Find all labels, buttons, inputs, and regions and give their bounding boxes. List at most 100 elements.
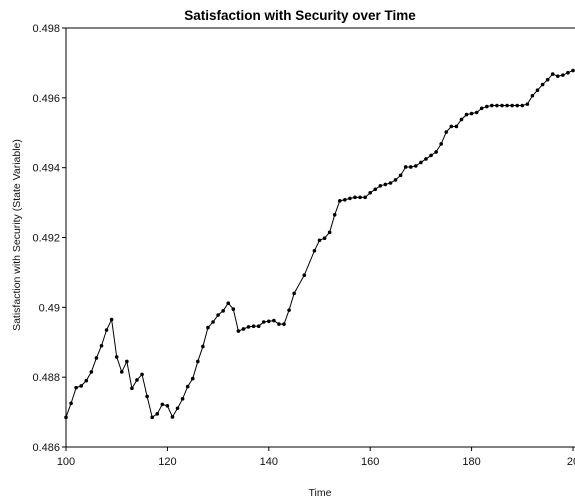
data-point bbox=[150, 415, 154, 420]
data-point bbox=[140, 372, 144, 377]
x-tick-label: 160 bbox=[361, 456, 379, 468]
data-point bbox=[69, 401, 73, 406]
y-tick-label: 0.496 bbox=[32, 93, 60, 105]
data-point bbox=[79, 384, 84, 388]
data-point bbox=[99, 343, 104, 348]
data-point bbox=[571, 68, 575, 73]
data-point bbox=[419, 160, 423, 165]
data-point bbox=[424, 157, 428, 161]
x-tick-label: 120 bbox=[158, 456, 176, 468]
data-point bbox=[64, 415, 68, 420]
data-point bbox=[500, 103, 504, 108]
y-axis: 0.486 0.488 0.49 0.492 0.494 0.496 0.498 bbox=[32, 23, 66, 454]
data-point bbox=[510, 103, 514, 108]
data-point bbox=[429, 153, 433, 158]
chart-title: Satisfaction with Security over Time bbox=[184, 8, 416, 23]
data-point bbox=[196, 359, 200, 364]
data-point bbox=[454, 124, 459, 129]
data-point bbox=[125, 359, 129, 364]
data-point bbox=[74, 385, 78, 390]
data-point bbox=[261, 320, 266, 324]
data-point bbox=[211, 320, 215, 324]
data-point bbox=[317, 238, 322, 243]
data-point bbox=[444, 130, 449, 134]
data-point bbox=[495, 103, 499, 108]
data-point bbox=[348, 196, 352, 201]
x-tick-label: 20 bbox=[567, 456, 575, 468]
data-point bbox=[287, 308, 291, 312]
data-point bbox=[221, 309, 225, 313]
data-point bbox=[119, 370, 124, 374]
data-point bbox=[246, 325, 251, 329]
data-point bbox=[408, 165, 413, 169]
data-point bbox=[474, 110, 479, 115]
data-point bbox=[170, 415, 175, 419]
data-point bbox=[292, 291, 296, 296]
data-point bbox=[84, 378, 89, 383]
data-point bbox=[459, 117, 464, 122]
data-point bbox=[383, 182, 388, 187]
data-point bbox=[337, 199, 342, 203]
data-point bbox=[256, 324, 261, 328]
data-point bbox=[277, 322, 281, 326]
x-axis-label: Time bbox=[309, 487, 332, 499]
y-tick-label: 0.492 bbox=[32, 233, 60, 245]
data-point bbox=[312, 248, 317, 253]
data-point bbox=[165, 403, 170, 408]
data-point bbox=[190, 376, 195, 381]
data-point bbox=[145, 394, 149, 399]
data-point bbox=[566, 70, 570, 75]
data-point bbox=[368, 191, 373, 195]
y-tick-label: 0.486 bbox=[32, 442, 60, 454]
plot-frame bbox=[65, 27, 575, 448]
data-point bbox=[94, 356, 99, 360]
data-point bbox=[439, 142, 443, 146]
data-point bbox=[535, 88, 540, 92]
data-point bbox=[201, 344, 205, 349]
data-point bbox=[231, 307, 236, 311]
data-point bbox=[332, 213, 337, 217]
data-point bbox=[398, 173, 403, 178]
data-point bbox=[545, 77, 550, 82]
data-point bbox=[343, 197, 347, 202]
x-tick-label: 180 bbox=[462, 456, 480, 468]
data-point bbox=[414, 164, 418, 168]
data-point bbox=[479, 106, 484, 111]
data-point bbox=[520, 103, 525, 108]
data-point bbox=[155, 412, 160, 416]
data-point bbox=[561, 73, 565, 77]
data-point bbox=[241, 327, 246, 331]
data-point bbox=[373, 187, 378, 192]
data-point bbox=[89, 370, 94, 374]
data-point bbox=[403, 165, 408, 169]
data-point bbox=[490, 103, 494, 108]
data-point bbox=[109, 317, 114, 322]
y-tick-label: 0.498 bbox=[32, 23, 60, 35]
data-point bbox=[272, 318, 276, 323]
data-point bbox=[130, 386, 134, 391]
data-point bbox=[550, 72, 555, 76]
data-point bbox=[180, 397, 185, 401]
data-point bbox=[236, 329, 241, 333]
series-line bbox=[65, 70, 574, 419]
data-point bbox=[282, 322, 286, 326]
data-point bbox=[378, 184, 383, 188]
y-axis-label: Satisfaction with Security (State Variab… bbox=[11, 139, 23, 331]
data-point bbox=[226, 301, 231, 305]
data-point bbox=[216, 313, 220, 317]
data-point bbox=[104, 328, 109, 332]
data-point bbox=[358, 195, 362, 200]
data-point bbox=[160, 402, 165, 407]
data-point bbox=[530, 93, 535, 98]
data-point bbox=[251, 324, 256, 328]
data-point bbox=[434, 150, 438, 154]
data-point bbox=[515, 103, 520, 108]
y-tick-label: 0.488 bbox=[32, 372, 60, 384]
data-point bbox=[393, 178, 398, 182]
data-point bbox=[206, 325, 210, 330]
data-point bbox=[175, 406, 180, 411]
data-point bbox=[469, 111, 474, 116]
data-point bbox=[388, 181, 393, 185]
data-point bbox=[449, 124, 454, 129]
